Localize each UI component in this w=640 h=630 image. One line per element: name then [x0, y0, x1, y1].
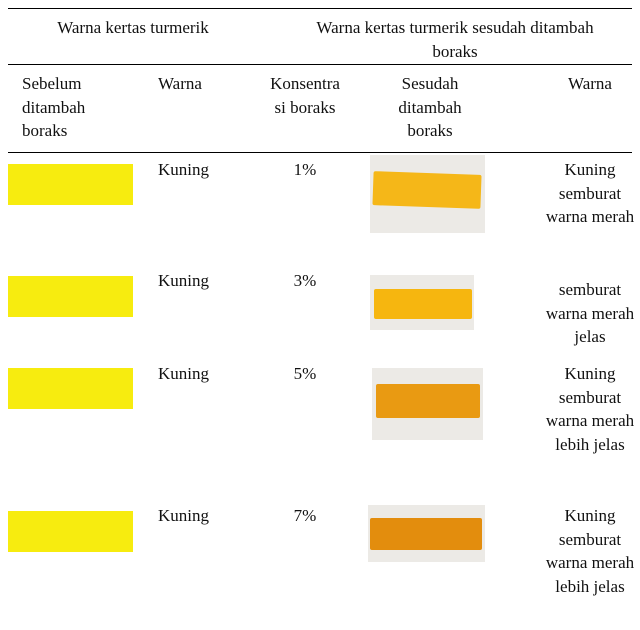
cell: semburat warna merah jelas — [545, 278, 635, 349]
cell: 7% — [270, 504, 340, 528]
cell: 1% — [270, 158, 340, 182]
swatch — [8, 276, 133, 317]
header-cell: Sebelum ditambah boraks — [22, 72, 112, 143]
cell: Kuning — [158, 269, 238, 293]
header-cell: Konsentrasi boraks — [270, 72, 340, 119]
cell: Kuning semburat warna merah lebih jelas — [545, 504, 635, 598]
photo — [370, 275, 474, 330]
cell: Kuning — [158, 362, 238, 386]
swatch — [8, 164, 133, 205]
cell: 5% — [270, 362, 340, 386]
header-cell: Sesudah ditambah boraks — [385, 72, 475, 143]
cell: Kuning semburat warna merah lebih jelas — [545, 362, 635, 456]
photo — [368, 505, 485, 562]
rule — [8, 64, 632, 65]
header-cell: Warna — [158, 72, 238, 96]
header-cell: Warna kertas turmerik sesudah ditambah b… — [295, 16, 615, 63]
page: Warna kertas turmerik Warna kertas turme… — [0, 0, 640, 630]
swatch — [8, 368, 133, 409]
swatch — [8, 511, 133, 552]
photo — [372, 368, 483, 440]
cell: 3% — [270, 269, 340, 293]
cell: Kuning semburat warna merah — [545, 158, 635, 229]
photo — [370, 155, 485, 233]
header-cell: Warna kertas turmerik — [8, 16, 258, 40]
header-cell: Warna — [545, 72, 635, 96]
cell: Kuning — [158, 158, 238, 182]
rule — [8, 152, 632, 153]
rule — [8, 8, 632, 9]
cell: Kuning — [158, 504, 238, 528]
